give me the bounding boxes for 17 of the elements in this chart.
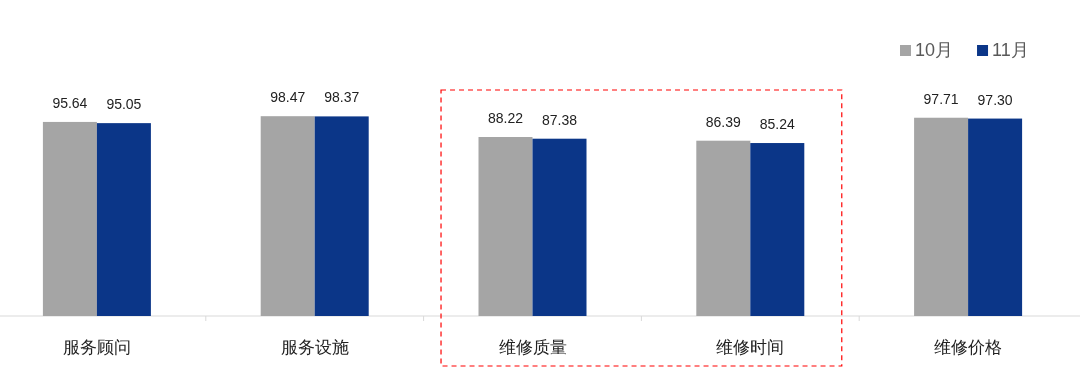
x-tick-label: 服务设施 — [280, 338, 349, 357]
x-tick-label: 维修质量 — [498, 338, 567, 357]
legend-label: 10月 — [915, 40, 954, 60]
data-label: 86.39 — [705, 113, 742, 130]
x-tick-label: 维修价格 — [934, 338, 1003, 357]
data-label: 85.24 — [759, 116, 796, 133]
data-label: 98.37 — [324, 89, 360, 106]
data-label: 97.71 — [923, 90, 959, 107]
data-label: 88.22 — [487, 109, 524, 126]
x-tick-label: 服务顾问 — [62, 338, 131, 357]
data-label: 95.05 — [106, 96, 142, 113]
x-tick-label: 维修时间 — [716, 338, 785, 357]
data-label: 95.64 — [52, 94, 88, 111]
legend-label: 11月 — [992, 40, 1029, 60]
data-label: 98.47 — [270, 89, 306, 106]
data-label: 97.30 — [977, 91, 1013, 108]
data-label: 87.38 — [541, 111, 578, 128]
